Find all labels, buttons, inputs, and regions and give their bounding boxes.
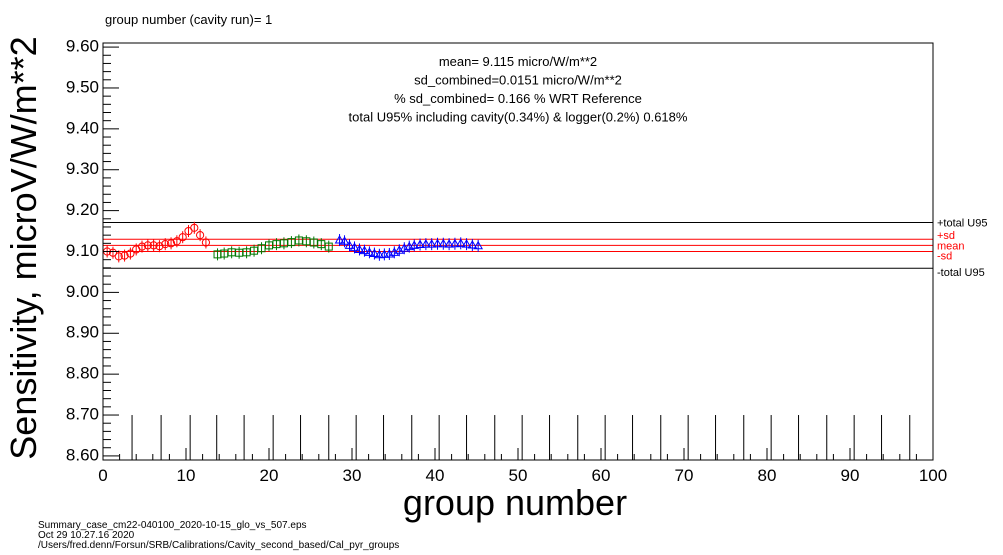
footer-filename: Summary_case_cm22-040100_2020-10-15_glo_… bbox=[38, 520, 307, 531]
data-point bbox=[120, 251, 129, 260]
data-point bbox=[201, 238, 211, 247]
series-1 bbox=[213, 234, 333, 261]
x-tick-label-2: 20 bbox=[260, 466, 279, 485]
data-point bbox=[161, 240, 170, 249]
y-tick-label-9: 9.50 bbox=[66, 77, 99, 96]
stats-line-3: total U95% including cavity(0.34%) & log… bbox=[349, 110, 688, 125]
x-tick-label-1: 10 bbox=[177, 466, 196, 485]
data-point bbox=[426, 239, 437, 248]
data-point bbox=[349, 242, 360, 251]
data-point bbox=[324, 242, 333, 251]
data-point bbox=[143, 241, 152, 250]
data-series bbox=[103, 221, 484, 263]
data-point bbox=[455, 238, 466, 247]
x-tick-label-10: 100 bbox=[919, 466, 947, 485]
y-tick-label-0: 8.60 bbox=[66, 445, 99, 464]
footer-date: Oct 29 10.27.16 2020 bbox=[38, 530, 135, 541]
series-0 bbox=[103, 221, 211, 263]
data-point bbox=[339, 236, 350, 245]
stats-line-0: mean= 9.115 micro/W/m**2 bbox=[439, 54, 597, 69]
x-tick-label-3: 30 bbox=[343, 466, 362, 485]
marker-lines bbox=[131, 415, 911, 460]
x-tick-label-4: 40 bbox=[426, 466, 445, 485]
data-point bbox=[196, 231, 205, 240]
y-axis-label: Sensitivity, microV/W/m**2 bbox=[3, 36, 44, 459]
y-tick-label-6: 9.20 bbox=[66, 200, 99, 219]
data-point bbox=[432, 238, 443, 248]
data-point bbox=[364, 247, 375, 256]
y-tick-label-8: 9.40 bbox=[66, 118, 99, 137]
data-point bbox=[461, 239, 472, 248]
data-point bbox=[137, 242, 147, 251]
data-point bbox=[467, 239, 478, 249]
y-tick-label-4: 9.00 bbox=[66, 282, 99, 301]
data-point bbox=[114, 252, 123, 261]
x-tick-label-5: 50 bbox=[509, 466, 528, 485]
y-tick-label-3: 8.90 bbox=[66, 323, 99, 342]
data-point bbox=[473, 240, 484, 250]
y-tick-label-7: 9.30 bbox=[66, 159, 99, 178]
x-tick-label-8: 80 bbox=[758, 466, 777, 485]
footer-path: /Users/fred.denn/Forsun/SRB/Calibrations… bbox=[38, 540, 400, 551]
data-point bbox=[190, 223, 199, 232]
data-point bbox=[149, 241, 158, 250]
x-tick-label-9: 90 bbox=[841, 466, 860, 485]
chart-title: group number (cavity run)= 1 bbox=[105, 12, 272, 27]
ref-label-2: mean bbox=[937, 240, 965, 252]
data-point bbox=[334, 235, 345, 244]
x-tick-label-0: 0 bbox=[98, 466, 107, 485]
stats-box: mean= 9.115 micro/W/m**2 sd_combined=0.01… bbox=[349, 54, 688, 125]
ref-label-4: -total U95 bbox=[937, 267, 985, 279]
axes: 0 10 20 30 40 50 60 70 80 90 100 8.60 8.70 8.80 8.90 9.… bbox=[66, 37, 947, 485]
data-point bbox=[108, 248, 118, 257]
y-tick-label-1: 8.70 bbox=[66, 405, 99, 424]
x-axis-label: group number bbox=[403, 482, 627, 523]
x-tick-label-6: 60 bbox=[592, 466, 611, 485]
data-point bbox=[166, 239, 176, 248]
data-point bbox=[438, 238, 449, 248]
ref-label-1: +sd bbox=[937, 230, 955, 242]
data-point bbox=[354, 244, 365, 253]
y-tick-label-10: 9.60 bbox=[66, 37, 99, 56]
ref-label-0: +total U95 bbox=[937, 217, 987, 229]
data-point bbox=[369, 248, 380, 258]
stats-line-1: sd_combined=0.0151 micro/W/m**2 bbox=[414, 73, 622, 88]
data-point bbox=[178, 233, 187, 242]
x-tick-label-7: 70 bbox=[675, 466, 694, 485]
data-point bbox=[415, 239, 425, 249]
series-2 bbox=[334, 234, 484, 261]
y-tick-label-2: 8.80 bbox=[66, 364, 99, 383]
data-point bbox=[172, 237, 181, 246]
data-point bbox=[409, 240, 420, 249]
y-tick-label-5: 9.10 bbox=[66, 241, 99, 260]
data-point bbox=[421, 239, 431, 248]
ref-label-3: -sd bbox=[937, 250, 952, 262]
data-point bbox=[344, 240, 355, 249]
data-point bbox=[155, 242, 164, 251]
data-point bbox=[359, 245, 370, 255]
data-point bbox=[444, 239, 454, 248]
data-point bbox=[374, 249, 385, 259]
data-point bbox=[379, 249, 390, 258]
data-point bbox=[126, 249, 135, 258]
data-point bbox=[450, 238, 460, 248]
stats-line-2: % sd_combined= 0.166 % WRT Reference bbox=[394, 91, 642, 106]
